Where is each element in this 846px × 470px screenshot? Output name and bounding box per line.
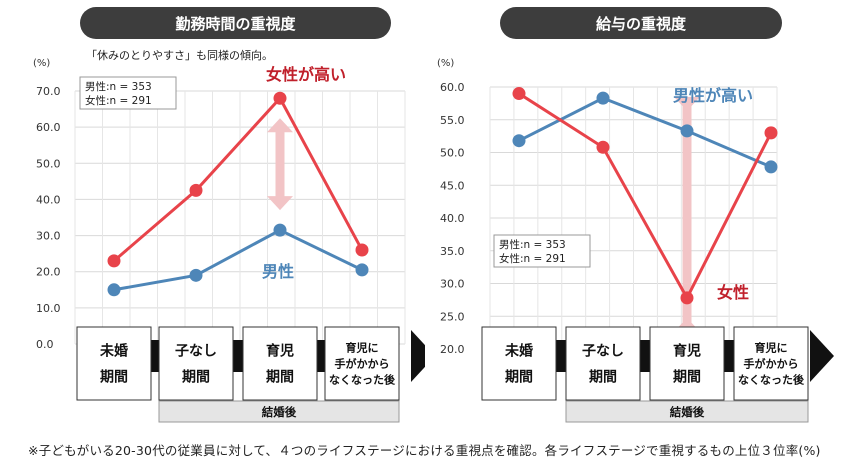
right-series-female-point	[512, 87, 526, 101]
right-married-bracket	[565, 400, 809, 423]
left-series-female-line	[113, 95, 364, 263]
left-married-label: 結婚後	[262, 405, 297, 419]
right-annotation-male: 男性が高い	[673, 86, 753, 105]
right-series-male-point	[764, 160, 778, 174]
right-stage-label: 期間	[505, 369, 533, 385]
left-series-male-line	[113, 228, 363, 292]
right-chart-title: 給与の重視度	[500, 7, 782, 39]
left-annotation-male: 男性	[262, 262, 294, 281]
right-chart: 20.0 25.0 30.0 35.0 40.0 45.0 50.0 55.0 60.0 (%) 男…	[437, 58, 834, 423]
right-series-male-line	[518, 96, 772, 169]
left-series-male-point	[355, 263, 369, 277]
right-series-male-point	[512, 134, 526, 148]
right-series-female-point	[680, 291, 694, 305]
right-y-tick-label: 45.0	[440, 179, 465, 192]
right-series-female-line	[518, 92, 773, 302]
right-stage-label: 子なし	[582, 343, 624, 359]
right-stage-box	[565, 326, 641, 401]
right-y-tick-label: 35.0	[440, 245, 465, 258]
left-y-tick-label: 50.0	[36, 157, 61, 170]
left-unit-label: (%)	[33, 58, 50, 69]
right-stage-label: 期間	[589, 369, 617, 385]
left-y-tick-label: 0.0	[36, 338, 54, 351]
left-stage-box	[242, 326, 318, 401]
right-stage-box	[733, 326, 809, 401]
right-timeline-arrowhead	[810, 330, 834, 382]
left-legend-female: 女性:n = 291	[85, 94, 152, 107]
right-stage-label: 未婚	[505, 342, 533, 359]
left-married-bracket	[158, 400, 400, 423]
left-annotation-female: 女性が高い	[266, 65, 346, 84]
right-y-tick-label: 20.0	[440, 343, 465, 356]
left-series-male-point	[107, 283, 121, 297]
left-stage-label: 手がかから	[335, 356, 390, 370]
left-y-tick-label: 70.0	[36, 85, 61, 98]
left-legend-male: 男性:n = 353	[85, 80, 152, 93]
right-series-female-point	[596, 140, 610, 154]
right-y-tick-label: 40.0	[440, 212, 465, 225]
right-annotation-female: 女性	[717, 283, 749, 302]
right-stage-label: 期間	[673, 369, 701, 385]
left-stage-label: 期間	[266, 369, 294, 385]
left-stage-label: 子なし	[175, 343, 217, 359]
left-stage-label: 期間	[182, 369, 210, 385]
left-stage-label: 育児に	[346, 340, 379, 354]
left-y-tick-label: 60.0	[36, 121, 61, 134]
left-stage-box	[76, 326, 152, 401]
right-stage-box	[481, 326, 557, 401]
left-timeline-arrowhead	[411, 330, 425, 382]
footnote: ※子どもがいる20-30代の従業員に対して、４つのライフステージにおける重視点を…	[28, 443, 821, 458]
left-stage-label: 育児	[266, 342, 294, 359]
right-series-male-point	[596, 91, 610, 105]
left-gap-arrow-head-bottom	[267, 196, 293, 211]
right-legend-box	[493, 234, 591, 268]
left-series-female-point	[189, 183, 203, 197]
left-series-male-point	[273, 223, 287, 237]
right-stage-label: なくなった後	[738, 372, 805, 386]
right-married-label: 結婚後	[670, 405, 705, 419]
left-stage-label: なくなった後	[329, 372, 396, 386]
right-series-female-point	[764, 126, 778, 140]
right-y-tick-label: 50.0	[440, 147, 465, 160]
left-stage-box	[158, 326, 234, 401]
left-y-tick-label: 30.0	[36, 230, 61, 243]
right-y-tick-label: 60.0	[440, 81, 465, 94]
left-chart: 0.0 10.0 20.0 30.0 40.0 50.0 60.0 70.0 (%) 男性:n =…	[33, 58, 425, 423]
left-stage-label: 期間	[100, 369, 128, 385]
left-gap-arrow-head-top	[267, 118, 293, 133]
right-stage-label: 育児	[673, 342, 701, 359]
left-series-male-point	[189, 268, 203, 282]
right-legend-female: 女性:n = 291	[499, 252, 566, 265]
left-series-female-point	[107, 254, 121, 268]
left-stage-box	[324, 326, 400, 401]
right-y-tick-label: 25.0	[440, 310, 465, 323]
right-legend-male: 男性:n = 353	[499, 238, 566, 251]
left-series-female-point	[355, 243, 369, 257]
right-stage-label: 育児に	[755, 340, 788, 354]
left-series-female-point	[273, 91, 287, 105]
right-stage-label: 手がかから	[744, 356, 799, 370]
left-stage-label: 未婚	[100, 342, 128, 359]
right-y-tick-label: 55.0	[440, 114, 465, 127]
right-unit-label: (%)	[437, 58, 454, 69]
left-y-tick-label: 40.0	[36, 193, 61, 206]
left-y-tick-label: 20.0	[36, 266, 61, 279]
right-series-male-point	[680, 124, 694, 138]
right-stage-box	[649, 326, 725, 401]
right-y-tick-label: 30.0	[440, 278, 465, 291]
left-legend-box	[79, 76, 177, 110]
left-chart-subtitle: 「休みのとりやすさ」も同様の傾向。	[86, 49, 273, 62]
right-gap-arrow-head-bottom	[674, 96, 700, 111]
left-chart-title: 勤務時間の重視度	[80, 7, 391, 39]
left-y-tick-label: 10.0	[36, 302, 61, 315]
